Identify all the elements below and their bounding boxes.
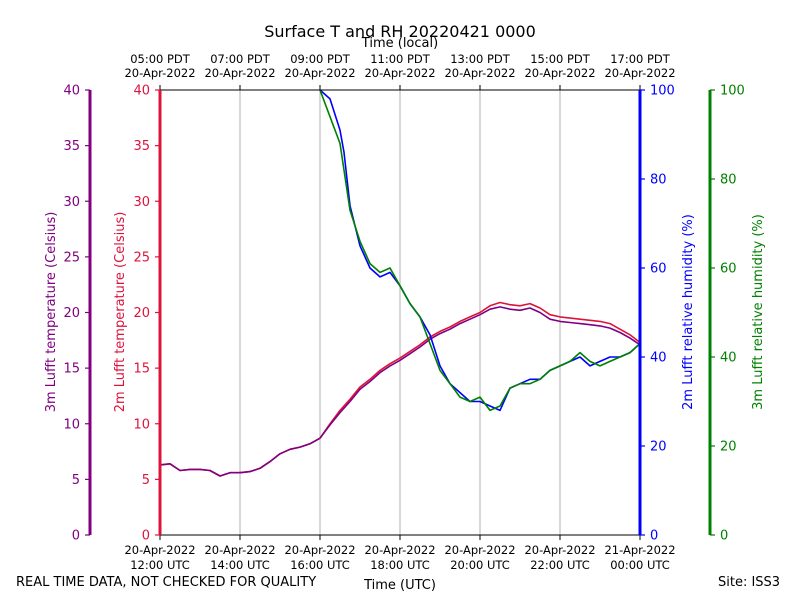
temp3m-axis-tick-label: 10 [63, 417, 80, 432]
temp2m-axis-tick-label: 40 [133, 84, 150, 99]
temp3m-axis-tick-label: 0 [72, 529, 80, 544]
bottom-tick-date: 20-Apr-2022 [284, 543, 355, 557]
top-tick-date: 20-Apr-2022 [444, 66, 515, 80]
series-layer [159, 89, 641, 477]
top-tick-date: 20-Apr-2022 [364, 66, 435, 80]
data-quality-note: REAL TIME DATA, NOT CHECKED FOR QUALITY [16, 575, 317, 590]
gridlines [239, 90, 561, 535]
rh3m-axis-tick-label: 0 [720, 529, 728, 544]
top-axis-label: Time (local) [361, 36, 438, 51]
rh3m-axis-tick-label: 60 [720, 262, 737, 277]
rh3m-axis-tick-label: 100 [720, 84, 745, 99]
bottom-tick-time: 18:00 UTC [370, 558, 430, 572]
temp2m-axis-tick-label: 10 [133, 417, 150, 432]
temp3m-axis-tick-label: 15 [63, 362, 80, 377]
rh2m-axis-tick-label: 80 [650, 173, 667, 188]
3m-lufft-relative-humidity-line [319, 89, 641, 412]
top-tick-date: 20-Apr-2022 [284, 66, 355, 80]
rh2m-axis-label: 2m Lufft relative humidity (%) [681, 214, 696, 410]
bottom-tick-date: 20-Apr-2022 [524, 543, 595, 557]
temp2m-axis-tick-label: 20 [133, 306, 150, 321]
temp3m-axis-tick-label: 25 [63, 250, 80, 265]
temp2m-axis-label: 2m Lufft temperature (Celsius) [113, 212, 128, 413]
top-tick-time: 09:00 PDT [290, 52, 351, 66]
site-label: Site: ISS3 [718, 575, 781, 590]
top-tick-date: 20-Apr-2022 [604, 66, 675, 80]
temp3m-axis-tick-label: 40 [63, 84, 80, 99]
top-tick-time: 17:00 PDT [610, 52, 671, 66]
bottom-tick-time: 20:00 UTC [450, 558, 510, 572]
bottom-tick-date: 20-Apr-2022 [444, 543, 515, 557]
temp3m-axis-tick-label: 5 [72, 473, 80, 488]
rh2m-axis-tick-label: 20 [650, 440, 667, 455]
rh2m-axis-tick-label: 40 [650, 351, 667, 366]
temp3m-axis-tick-label: 20 [63, 306, 80, 321]
bottom-tick-date: 21-Apr-2022 [604, 543, 675, 557]
rh2m-axis-tick-label: 0 [650, 529, 658, 544]
rh3m-axis-tick-label: 20 [720, 440, 737, 455]
temp2m-axis-tick-label: 25 [133, 250, 150, 265]
bottom-tick-date: 20-Apr-2022 [364, 543, 435, 557]
temp2m-axis-tick-label: 5 [142, 473, 150, 488]
top-tick-time: 11:00 PDT [370, 52, 431, 66]
rh2m-axis-tick-label: 100 [650, 84, 675, 99]
2m-lufft-relative-humidity-line [319, 89, 641, 412]
top-tick-date: 20-Apr-2022 [124, 66, 195, 80]
top-tick-date: 20-Apr-2022 [524, 66, 595, 80]
top-tick-time: 05:00 PDT [130, 52, 191, 66]
temp2m-axis-tick-label: 35 [133, 139, 150, 154]
temp3m-axis-tick-label: 35 [63, 139, 80, 154]
rh3m-axis-tick-label: 80 [720, 173, 737, 188]
top-tick-time: 07:00 PDT [210, 52, 271, 66]
temp3m-axis-tick-label: 30 [63, 195, 80, 210]
bottom-tick-time: 22:00 UTC [530, 558, 590, 572]
temp2m-axis-tick-label: 30 [133, 195, 150, 210]
temp2m-axis-tick-label: 15 [133, 362, 150, 377]
x-axis-label: Time (UTC) [363, 578, 436, 593]
rh3m-axis-tick-label: 40 [720, 351, 737, 366]
bottom-tick-date: 20-Apr-2022 [124, 543, 195, 557]
bottom-tick-time: 14:00 UTC [210, 558, 270, 572]
rh3m-axis-label: 3m Lufft relative humidity (%) [751, 214, 766, 410]
bottom-tick-time: 16:00 UTC [290, 558, 350, 572]
top-tick-date: 20-Apr-2022 [204, 66, 275, 80]
chart-title: Surface T and RH 20220421 0000 [264, 22, 536, 41]
bottom-tick-date: 20-Apr-2022 [204, 543, 275, 557]
top-tick-time: 15:00 PDT [530, 52, 591, 66]
temp3m-axis-label: 3m Lufft temperature (Celsius) [44, 212, 59, 413]
top-tick-time: 13:00 PDT [450, 52, 511, 66]
bottom-tick-time: 12:00 UTC [130, 558, 190, 572]
temp2m-axis-tick-label: 0 [142, 529, 150, 544]
rh2m-axis-tick-label: 60 [650, 262, 667, 277]
bottom-tick-time: 00:00 UTC [610, 558, 670, 572]
3m-lufft-temperature-line [159, 306, 641, 477]
